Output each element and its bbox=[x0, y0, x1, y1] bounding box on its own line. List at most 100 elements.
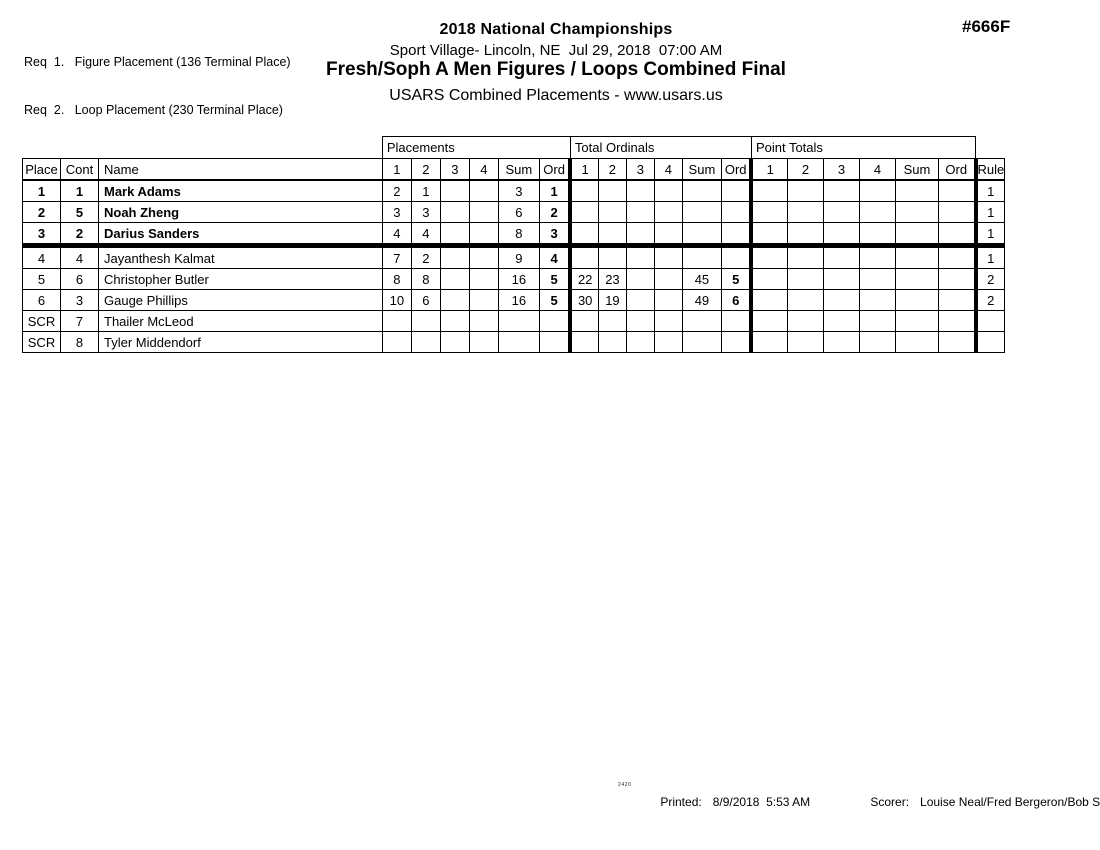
cell-placements-1 bbox=[381, 331, 412, 353]
cell-point-totals-1 bbox=[749, 310, 788, 332]
cell-total-ordinals-sum bbox=[681, 243, 722, 269]
cell-point-totals-2 bbox=[786, 222, 824, 246]
cell-point-totals-sum bbox=[894, 243, 939, 269]
cell-point-totals-sum bbox=[894, 268, 939, 290]
cell-total-ordinals-4 bbox=[653, 310, 683, 332]
cell-total-ordinals-1 bbox=[568, 179, 599, 202]
cell-placements-sum bbox=[497, 331, 540, 353]
cell-placements-2: 3 bbox=[410, 201, 441, 223]
cell-name: Darius Sanders bbox=[98, 222, 383, 246]
venue-datetime: Sport Village- Lincoln, NE Jul 29, 2018 … bbox=[389, 42, 723, 59]
printed-value: 8/9/2018 5:53 AM bbox=[712, 795, 811, 809]
cell-placements-sum: 16 bbox=[497, 289, 540, 311]
cell-point-totals-3 bbox=[822, 268, 860, 290]
cell-placements-ord: 5 bbox=[538, 289, 571, 311]
table-row: 1 1 Mark Adams 2 1 3 1 1 bbox=[22, 179, 1005, 202]
cell-total-ordinals-1: 30 bbox=[568, 289, 599, 311]
cell-total-ordinals-sum bbox=[681, 179, 722, 202]
cell-total-ordinals-1 bbox=[568, 331, 599, 353]
cell-placements-sum: 8 bbox=[497, 222, 540, 246]
cell-placements-3 bbox=[439, 310, 470, 332]
cell-placements-3 bbox=[439, 222, 470, 246]
cell-rule: 1 bbox=[973, 243, 1005, 269]
cell-point-totals-ord bbox=[937, 243, 977, 269]
cell-total-ordinals-4 bbox=[653, 222, 683, 246]
cell-rule: 2 bbox=[973, 268, 1005, 290]
cell-total-ordinals-sum bbox=[681, 331, 722, 353]
table-row: 5 6 Christopher Butler 8 8 16 5 22 23 45 5 2 bbox=[22, 268, 1005, 290]
cell-point-totals-1 bbox=[749, 243, 788, 269]
col-header-point-totals-4: 4 bbox=[858, 158, 896, 181]
requirements-block: Req 1. Figure Placement (136 Terminal Pl… bbox=[24, 22, 291, 150]
cell-total-ordinals-3 bbox=[625, 201, 655, 223]
group-header-row: Placements Total Ordinals Point Totals bbox=[23, 136, 1005, 159]
cell-point-totals-3 bbox=[822, 222, 860, 246]
cell-point-totals-3 bbox=[822, 331, 860, 353]
cell-total-ordinals-2 bbox=[597, 331, 627, 353]
cell-point-totals-ord bbox=[937, 310, 977, 332]
championship-title: 2018 National Championships bbox=[439, 21, 673, 38]
cell-name: Tyler Middendorf bbox=[98, 331, 383, 353]
cell-total-ordinals-3 bbox=[625, 331, 655, 353]
group-header-spacer-left bbox=[23, 137, 383, 159]
cell-rule bbox=[973, 310, 1005, 332]
cell-total-ordinals-3 bbox=[625, 268, 655, 290]
cell-total-ordinals-ord bbox=[720, 201, 752, 223]
cell-placements-3 bbox=[439, 179, 470, 202]
cell-cont: 8 bbox=[60, 331, 99, 353]
results-table-body: 1 1 Mark Adams 2 1 3 1 1 2 5 Noah Zheng 3 3 6 2 1 3 2 Dari… bbox=[22, 179, 1005, 353]
cell-cont: 2 bbox=[60, 222, 99, 246]
cell-rule bbox=[973, 331, 1005, 353]
cell-placements-4 bbox=[468, 222, 499, 246]
cell-placements-1: 2 bbox=[381, 179, 412, 202]
cell-total-ordinals-ord bbox=[720, 331, 752, 353]
cell-placements-ord: 4 bbox=[538, 243, 571, 269]
cell-placements-ord: 2 bbox=[538, 201, 571, 223]
cell-total-ordinals-4 bbox=[653, 243, 683, 269]
cell-placements-3 bbox=[439, 331, 470, 353]
cell-total-ordinals-2 bbox=[597, 222, 627, 246]
cell-point-totals-ord bbox=[937, 222, 977, 246]
cell-total-ordinals-2 bbox=[597, 201, 627, 223]
document-number: #666F bbox=[962, 17, 1011, 36]
cell-point-totals-ord bbox=[937, 268, 977, 290]
cell-total-ordinals-1 bbox=[568, 310, 599, 332]
cell-placements-2: 8 bbox=[410, 268, 441, 290]
cell-point-totals-1 bbox=[749, 201, 788, 223]
cell-place: 1 bbox=[22, 179, 61, 202]
cell-total-ordinals-2: 23 bbox=[597, 268, 627, 290]
cell-name: Christopher Butler bbox=[98, 268, 383, 290]
cell-cont: 7 bbox=[60, 310, 99, 332]
cell-total-ordinals-1 bbox=[568, 201, 599, 223]
cell-total-ordinals-ord bbox=[720, 310, 752, 332]
scorer-label: Scorer: bbox=[870, 795, 910, 809]
cell-point-totals-4 bbox=[858, 222, 896, 246]
cell-point-totals-2 bbox=[786, 289, 824, 311]
cell-point-totals-2 bbox=[786, 243, 824, 269]
cell-point-totals-sum bbox=[894, 222, 939, 246]
col-header-rule: Rule bbox=[973, 158, 1005, 181]
cell-point-totals-ord bbox=[937, 201, 977, 223]
col-header-point-totals-1: 1 bbox=[749, 158, 788, 181]
cell-placements-1: 4 bbox=[381, 222, 412, 246]
col-header-total-ordinals-1: 1 bbox=[568, 158, 599, 181]
cell-name: Jayanthesh Kalmat bbox=[98, 243, 383, 269]
col-header-total-ordinals-3: 3 bbox=[625, 158, 655, 181]
col-header-total-ordinals-2: 2 bbox=[597, 158, 627, 181]
cell-placements-4 bbox=[468, 179, 499, 202]
col-header-point-totals-sum: Sum bbox=[894, 158, 939, 181]
cell-placements-2: 2 bbox=[410, 243, 441, 269]
cell-name: Thailer McLeod bbox=[98, 310, 383, 332]
results-table: Placements Total Ordinals Point Totals P… bbox=[22, 136, 1005, 353]
cell-total-ordinals-4 bbox=[653, 289, 683, 311]
cell-point-totals-1 bbox=[749, 331, 788, 353]
cell-point-totals-4 bbox=[858, 310, 896, 332]
cell-total-ordinals-ord: 6 bbox=[720, 289, 752, 311]
cell-placements-ord bbox=[538, 331, 571, 353]
cell-placements-sum: 3 bbox=[497, 179, 540, 202]
cell-point-totals-1 bbox=[749, 289, 788, 311]
cell-total-ordinals-4 bbox=[653, 331, 683, 353]
requirement-line-2: Req 2. Loop Placement (230 Terminal Plac… bbox=[24, 103, 283, 117]
cell-point-totals-4 bbox=[858, 268, 896, 290]
